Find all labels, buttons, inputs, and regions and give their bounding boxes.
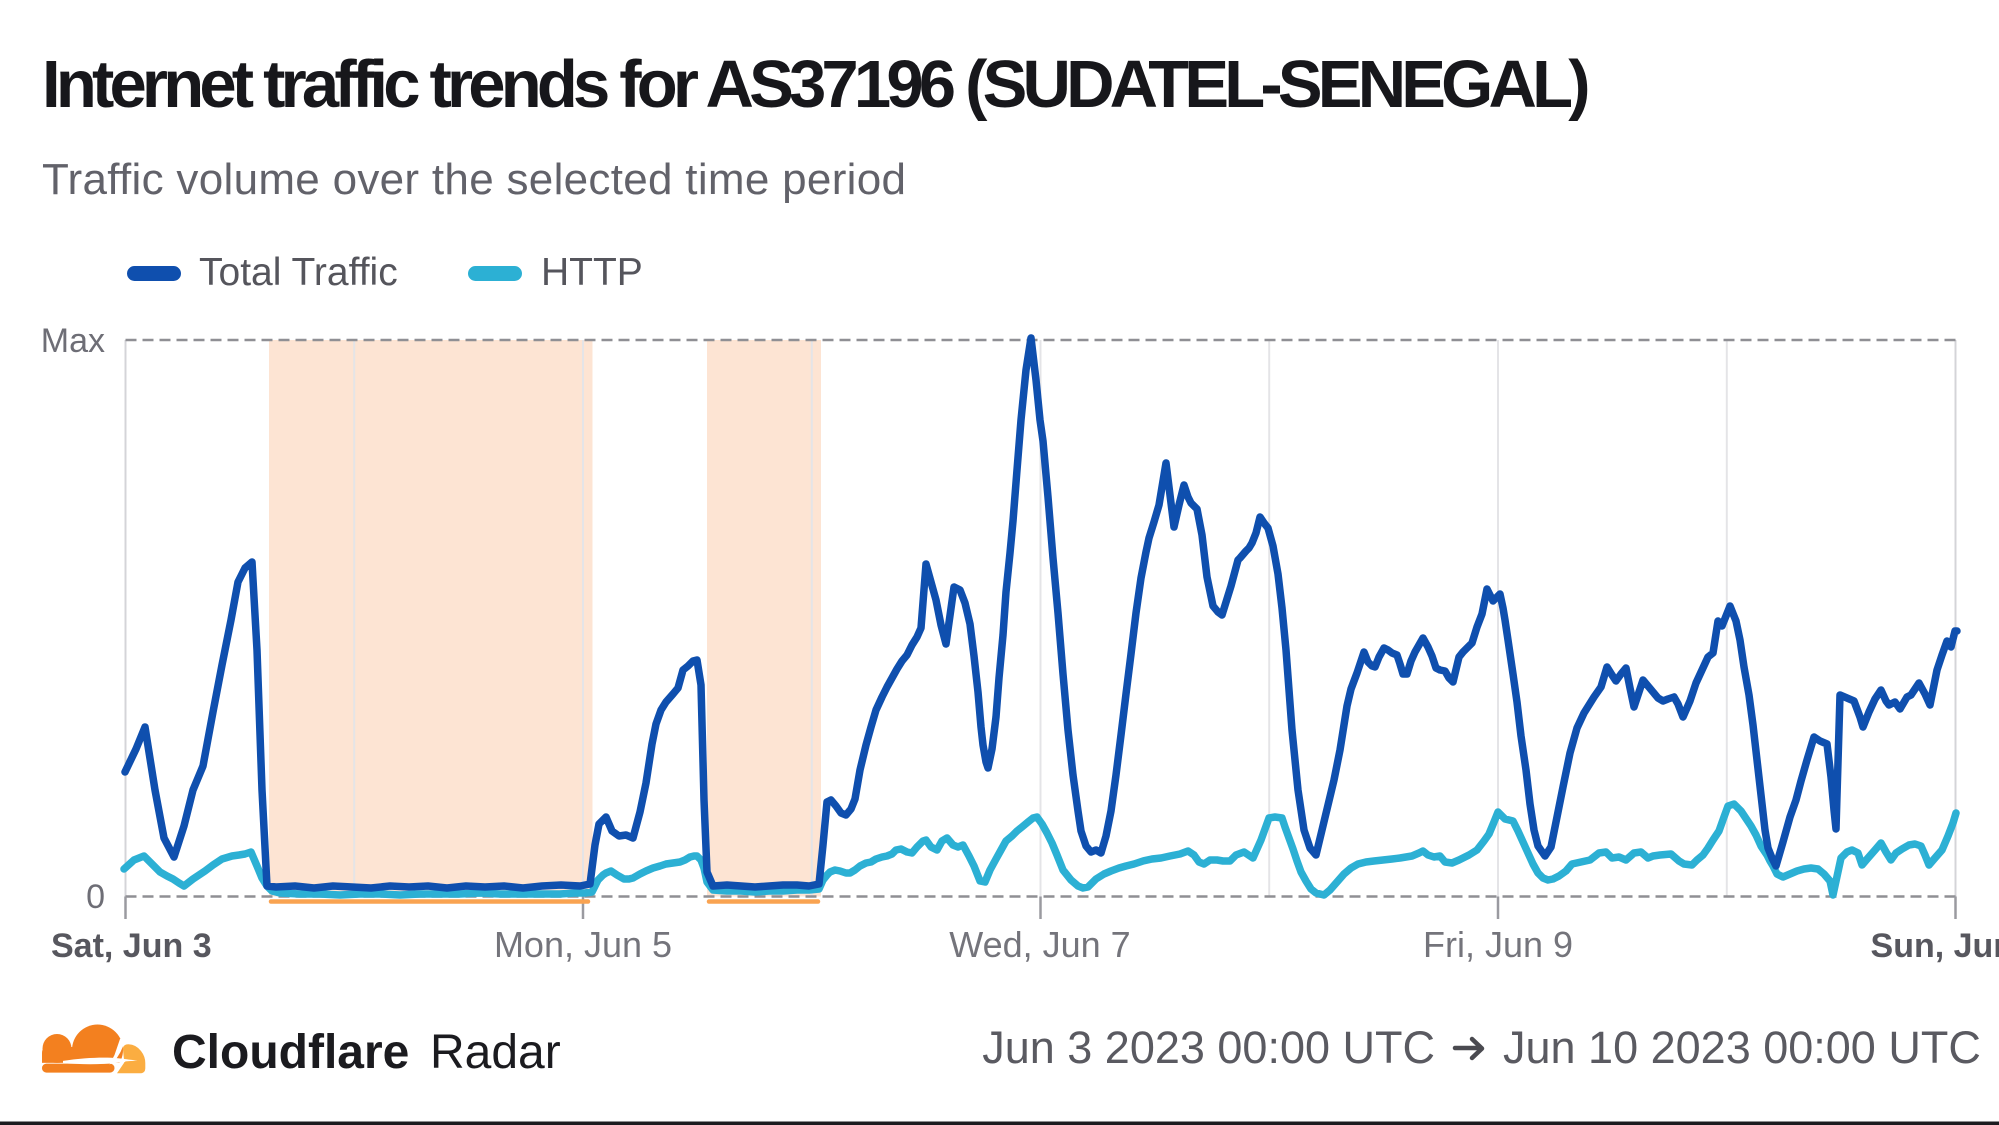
svg-text:Sun, Jun 11: Sun, Jun 11 <box>1871 927 1999 965</box>
svg-text:Cloudflare: Cloudflare <box>172 1026 409 1079</box>
svg-text:Radar: Radar <box>430 1026 561 1079</box>
svg-text:Jun 3 2023 00:00 UTC: Jun 3 2023 00:00 UTC <box>982 1022 1435 1073</box>
svg-text:HTTP: HTTP <box>541 251 643 294</box>
svg-text:Internet traffic trends for AS: Internet traffic trends for AS37196 (SUD… <box>42 47 1587 122</box>
svg-text:0: 0 <box>86 878 105 916</box>
svg-text:Mon, Jun 5: Mon, Jun 5 <box>494 924 672 965</box>
svg-text:Traffic volume over the select: Traffic volume over the selected time pe… <box>42 155 906 204</box>
svg-text:Jun 10 2023 00:00 UTC: Jun 10 2023 00:00 UTC <box>1503 1022 1981 1073</box>
svg-text:Fri, Jun 9: Fri, Jun 9 <box>1423 924 1573 965</box>
svg-text:Wed, Jun 7: Wed, Jun 7 <box>949 924 1130 965</box>
svg-text:Total Traffic: Total Traffic <box>199 251 398 294</box>
svg-text:Max: Max <box>41 322 105 360</box>
svg-text:Sat, Jun 3: Sat, Jun 3 <box>51 927 212 965</box>
